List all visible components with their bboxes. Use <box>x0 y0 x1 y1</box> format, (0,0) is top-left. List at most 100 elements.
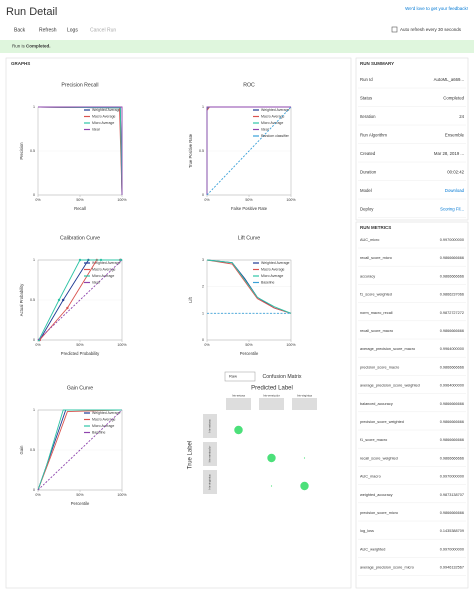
series-line <box>37 409 122 491</box>
x-axis-label: False Positive Rate <box>231 206 268 211</box>
y-axis-label: Actual Probability <box>19 283 24 316</box>
row-header <box>203 442 217 466</box>
summary-key: Status <box>360 96 372 101</box>
metric-value: 0.9946132567 <box>440 566 464 570</box>
metric-name: AUC_weighted <box>360 547 385 551</box>
dropdown-value[interactable]: Raw <box>229 374 237 379</box>
legend-label: Micro Average <box>92 274 114 278</box>
y-tick-label: 0 <box>202 193 204 197</box>
metric-name: recall_score_macro <box>360 329 393 333</box>
legend-label: Micro Average <box>261 274 283 278</box>
matrix-cell <box>303 457 306 459</box>
summary-value: Completed <box>443 96 464 101</box>
legend-label: Baseline <box>261 280 274 284</box>
matrix-cell <box>267 453 276 463</box>
column-label: Iris-setosa <box>232 394 245 398</box>
metric-value: 0.9866666666 <box>440 456 464 460</box>
graphs-title: GRAPHS <box>11 61 30 66</box>
series-point <box>99 258 103 262</box>
metric-value: 0.9964000000 <box>440 384 464 388</box>
legend-label: Macro Average <box>92 417 116 421</box>
chart-title: ROC <box>243 82 255 88</box>
y-tick-label: 2 <box>202 285 204 289</box>
metric-name: average_precision_score_macro <box>360 347 415 351</box>
series-point <box>66 306 69 310</box>
series-line <box>206 259 292 314</box>
graphs-panel <box>5 57 352 589</box>
y-tick-label: 1 <box>202 105 204 109</box>
auto-refresh-label: Auto refresh every 30 seconds <box>400 27 462 32</box>
matrix-cell <box>270 485 273 487</box>
y-tick-label: 1 <box>202 311 204 315</box>
series-line <box>37 409 123 491</box>
legend-label: Macro Average <box>261 267 285 271</box>
legend-label: Baseline <box>92 430 105 434</box>
legend-label: Weighted Average <box>261 261 290 265</box>
y-tick-label: 0.5 <box>30 149 35 153</box>
refresh-button[interactable]: Refresh <box>39 27 57 33</box>
metric-value: 0.9970000000 <box>440 547 464 551</box>
summary-key: Run Algorithm <box>360 133 387 138</box>
back-button[interactable]: Back <box>14 27 26 33</box>
metric-value: 0.9872727272 <box>440 311 464 315</box>
cancel-button[interactable]: Cancel Run <box>90 27 116 33</box>
legend-label: Macro Average <box>92 114 116 118</box>
summary-key: Duration <box>360 170 377 175</box>
legend-label: Macro Average <box>261 114 285 118</box>
y-tick-label: 0 <box>33 193 35 197</box>
x-axis-label: Percentile <box>240 351 259 356</box>
legend-label: Micro Average <box>261 121 283 125</box>
series-point <box>119 258 123 262</box>
metric-value: 0.9866666666 <box>440 329 464 333</box>
x-tick-label: 0% <box>204 198 210 202</box>
metric-name: recall_score_micro <box>360 256 392 260</box>
metrics-title: RUN METRICS <box>360 225 391 230</box>
metric-name: balanced_accuracy <box>360 402 393 406</box>
auto-refresh-checkbox[interactable] <box>391 26 398 33</box>
y-tick-label: 0.5 <box>199 149 204 153</box>
y-tick-label: 0 <box>33 488 35 492</box>
legend-label: Weighted Average <box>261 108 290 112</box>
summary-link[interactable]: Scoring Fil... <box>440 207 464 212</box>
metric-value: 0.9964000000 <box>440 347 464 351</box>
feedback-link[interactable]: We'd love to get your feedback! <box>405 6 468 11</box>
plot-frame <box>206 259 292 341</box>
matrix-x-label: Predicted Label <box>251 386 293 392</box>
x-tick-label: 0% <box>35 198 41 202</box>
series-line <box>206 106 291 195</box>
matrix-cell <box>300 481 309 491</box>
summary-link[interactable]: Download <box>445 188 465 193</box>
logs-button[interactable]: Logs <box>67 27 78 33</box>
column-header <box>226 398 251 410</box>
matrix-y-label: True Label <box>188 441 194 469</box>
metric-value: 0.9866237066 <box>440 293 464 297</box>
metric-name: weighted_accuracy <box>360 493 393 497</box>
y-tick-label: 1 <box>33 258 35 262</box>
summary-value: Ensemble <box>445 133 465 138</box>
legend-label: Macro Average <box>92 267 116 271</box>
row-label: Iris-versicolor <box>208 446 212 463</box>
summary-key: Iteration <box>360 114 376 119</box>
x-tick-label: 50% <box>76 343 84 347</box>
series-line <box>206 106 292 196</box>
y-tick-label: 1 <box>33 105 35 109</box>
series-line <box>37 259 123 341</box>
summary-value: Mar 28, 2019 ... <box>434 151 464 156</box>
x-tick-label: 100% <box>286 198 296 202</box>
summary-title: RUN SUMMARY <box>360 61 394 66</box>
series-line <box>37 409 123 491</box>
series-point <box>57 298 61 302</box>
y-tick-label: 0.5 <box>30 298 35 302</box>
chart-title: Gain Curve <box>67 385 93 391</box>
column-label: Iris-versicolor <box>263 394 280 398</box>
x-tick-label: 100% <box>286 343 296 347</box>
metric-name: precision_score_micro <box>360 511 398 515</box>
status-banner <box>0 40 474 53</box>
summary-key: Model <box>360 188 372 193</box>
metric-value: 0.9866666666 <box>440 420 464 424</box>
metric-name: AUC_macro <box>360 475 381 479</box>
metric-name: f1_score_weighted <box>360 293 392 297</box>
dropdown[interactable] <box>224 371 256 382</box>
